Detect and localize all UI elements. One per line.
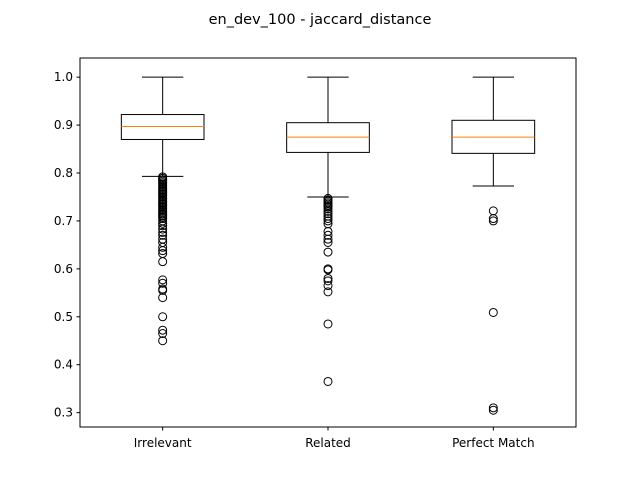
y-tick-label: 0.9 — [54, 118, 73, 132]
box-group — [120, 76, 205, 346]
outlier-point — [158, 230, 168, 240]
y-tick-label: 1.0 — [54, 70, 73, 84]
outlier-point — [158, 246, 168, 256]
outlier-point — [323, 276, 333, 286]
y-tick-label: 0.8 — [54, 166, 73, 180]
x-tick-label: Perfect Match — [452, 436, 534, 450]
outlier-point — [158, 325, 168, 335]
y-tick-label: 0.4 — [54, 358, 73, 372]
outlier-point — [158, 285, 168, 295]
outlier-point — [488, 216, 498, 226]
outlier-point — [158, 278, 168, 288]
outlier-point — [323, 238, 333, 247]
outlier-point — [323, 273, 333, 283]
outlier-point — [158, 336, 168, 346]
outlier-point — [323, 319, 333, 329]
outlier-point — [158, 224, 168, 234]
outlier-point — [323, 281, 333, 291]
outlier-point — [158, 218, 168, 228]
outlier-point — [323, 216, 333, 226]
outlier-point — [158, 257, 168, 267]
x-tick-label: Irrelevant — [134, 436, 192, 450]
y-tick-label: 0.5 — [54, 310, 73, 324]
y-tick-label: 0.7 — [54, 214, 73, 228]
outlier-point — [323, 209, 333, 219]
outlier-point — [323, 204, 333, 214]
outlier-point — [323, 206, 333, 216]
chart-title: en_dev_100 - jaccard_distance — [209, 12, 432, 28]
outlier-point — [158, 214, 168, 224]
outlier-point — [158, 275, 168, 285]
outlier-point — [158, 227, 168, 237]
plot-area — [120, 76, 536, 415]
outlier-point — [158, 221, 168, 231]
outlier-point — [323, 234, 333, 244]
outlier-point — [488, 403, 498, 413]
x-tick-label: Related — [305, 436, 351, 450]
outlier-point — [323, 265, 333, 275]
outlier-point — [158, 293, 168, 303]
outlier-point — [158, 329, 168, 339]
y-tick-label: 0.6 — [54, 262, 73, 276]
outlier-point — [323, 287, 333, 297]
plot-frame — [79, 57, 577, 428]
outlier-point — [323, 376, 333, 386]
box-group — [286, 76, 370, 386]
y-tick-label: 0.3 — [54, 406, 73, 420]
outlier-point — [488, 307, 498, 317]
outlier-point — [323, 214, 333, 224]
outlier-point — [323, 230, 333, 240]
x-axis: Irrelevant Related Perfect Match — [134, 427, 535, 450]
outlier-point — [158, 242, 168, 252]
box-group — [451, 76, 536, 415]
outlier-point — [323, 247, 333, 257]
y-axis: 0.3 0.4 0.5 0.6 0.7 0.8 0.9 1.0 — [54, 70, 80, 420]
outlier-point — [158, 312, 168, 322]
outlier-point — [488, 214, 498, 224]
outlier-point — [488, 206, 498, 216]
outlier-point — [488, 405, 498, 415]
